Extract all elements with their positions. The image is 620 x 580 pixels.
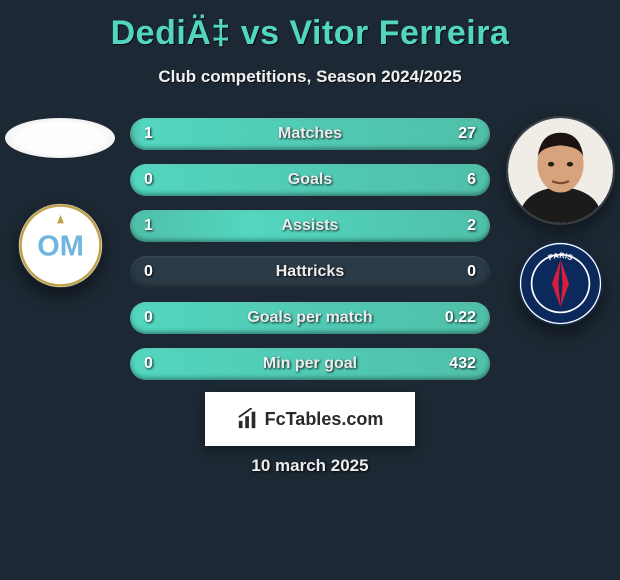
attribution-text: FcTables.com	[265, 409, 384, 430]
attribution-badge: FcTables.com	[205, 392, 415, 446]
player-left-avatar	[5, 118, 115, 158]
stat-bar: 00Hattricks	[130, 256, 490, 288]
stat-bar: 12Assists	[130, 210, 490, 242]
stat-label: Matches	[130, 118, 490, 150]
svg-text:OM: OM	[37, 231, 84, 263]
player-right-column: PARIS	[500, 118, 620, 326]
stat-label: Goals per match	[130, 302, 490, 334]
stat-label: Min per goal	[130, 348, 490, 380]
player-left-column: OM	[0, 118, 120, 288]
stat-bar: 06Goals	[130, 164, 490, 196]
stat-label: Hattricks	[130, 256, 490, 288]
club-logo-left: OM	[18, 203, 103, 288]
chart-icon	[237, 408, 259, 430]
stat-bar: 0432Min per goal	[130, 348, 490, 380]
stats-bar-chart: 127Matches 06Goals 12Assists 00Hattricks 00.…	[130, 118, 490, 394]
club-logo-right: PARIS	[518, 241, 603, 326]
date-line: 10 march 2025	[0, 456, 620, 476]
subtitle: Club competitions, Season 2024/2025	[0, 67, 620, 87]
stat-label: Goals	[130, 164, 490, 196]
stat-bar: 00.22Goals per match	[130, 302, 490, 334]
page-title: DediÄ‡ vs Vitor Ferreira	[0, 0, 620, 53]
stat-label: Assists	[130, 210, 490, 242]
player-right-avatar	[508, 118, 613, 223]
stat-bar: 127Matches	[130, 118, 490, 150]
